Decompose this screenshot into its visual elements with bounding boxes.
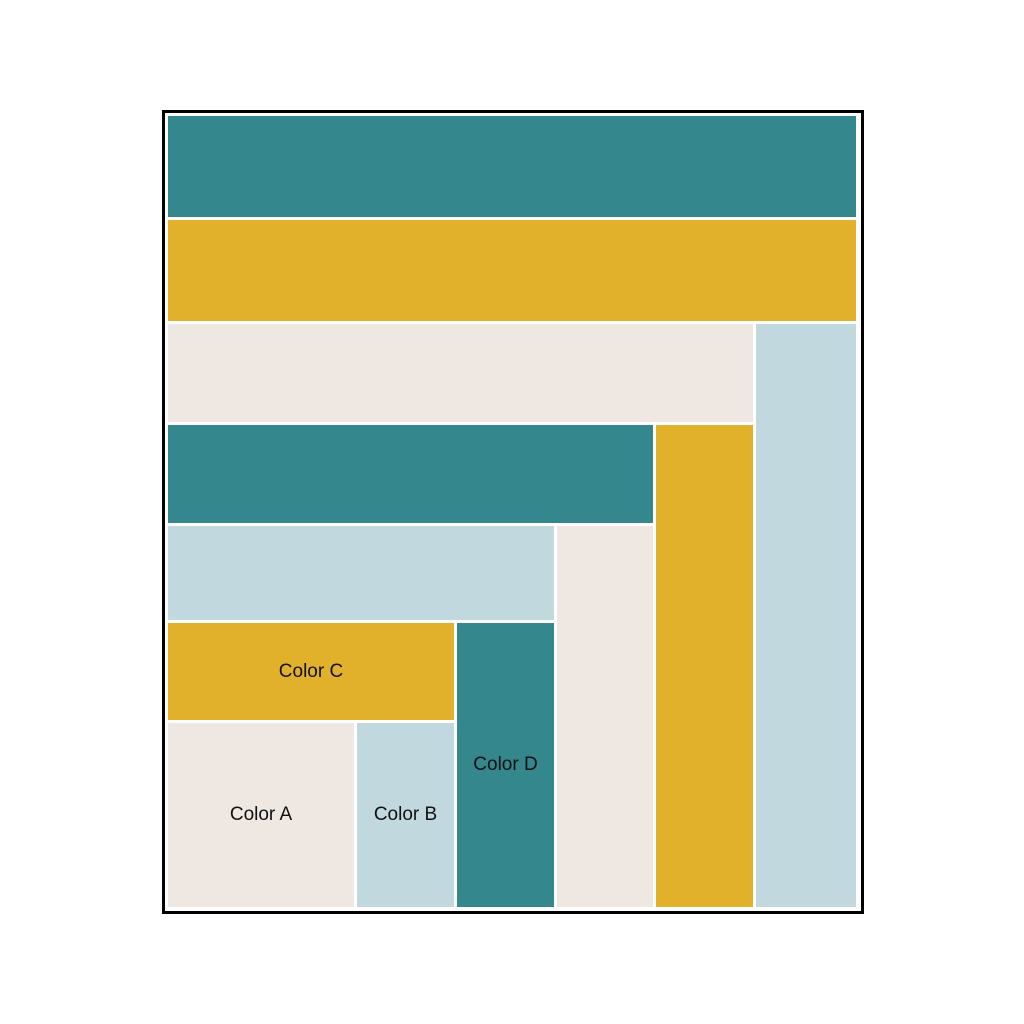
label-color-c: Color C xyxy=(278,660,344,682)
label-color-a: Color A xyxy=(229,804,293,825)
label-color-d: Color D xyxy=(473,754,538,775)
strip-second-gold xyxy=(168,220,856,321)
strip-fifth-ice xyxy=(168,526,554,620)
strip-color-c: Color C xyxy=(168,623,454,720)
strip-top-teal xyxy=(168,116,856,217)
square-color-a: Color A xyxy=(168,723,354,907)
strip-fourth-teal xyxy=(168,425,653,523)
quilt-block-frame: Color C Color D Color A Color B xyxy=(162,110,864,914)
strip-right-ice xyxy=(756,324,856,907)
label-color-b: Color B xyxy=(373,804,438,825)
strip-right-gold xyxy=(656,425,753,907)
strip-color-d: Color D xyxy=(457,623,554,907)
strip-color-b: Color B xyxy=(357,723,454,907)
strip-third-cream xyxy=(168,324,753,422)
strip-right-cream xyxy=(557,526,653,907)
